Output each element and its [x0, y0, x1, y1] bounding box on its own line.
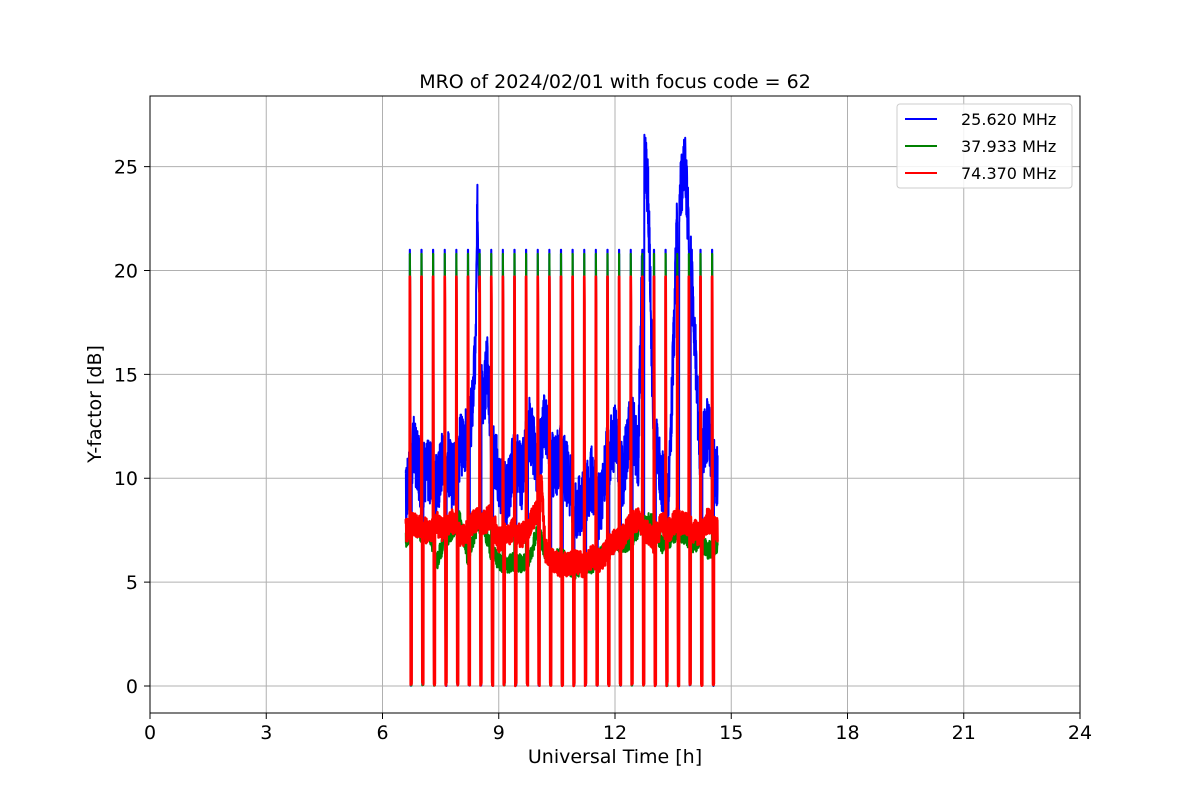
x-tick-label: 21	[952, 722, 976, 744]
plot-data	[404, 133, 719, 688]
y-axis-label: Y-factor [dB]	[84, 345, 106, 464]
y-tick-label: 25	[114, 157, 138, 179]
legend-box	[896, 103, 1073, 189]
y-tick-label: 10	[114, 468, 138, 490]
x-tick-label: 15	[719, 722, 743, 744]
x-axis: 0 3 6 9 12 15 18 21 24	[144, 713, 1092, 744]
x-tick-label: 24	[1068, 722, 1092, 744]
y-tick-label: 20	[114, 261, 138, 283]
x-tick-label: 18	[835, 722, 859, 744]
x-tick-label: 0	[144, 722, 156, 744]
y-axis: 0 5 10 15 20 25	[114, 157, 150, 698]
legend: 25.620 MHz 37.933 MHz 74.370 MHz	[896, 103, 1073, 189]
y-tick-label: 5	[126, 572, 138, 594]
chart-title: MRO of 2024/02/01 with focus code = 62	[419, 71, 811, 93]
x-axis-label: Universal Time [h]	[528, 746, 702, 768]
y-tick-label: 15	[114, 364, 138, 386]
x-tick-label: 9	[493, 722, 505, 744]
x-tick-label: 6	[376, 722, 388, 744]
legend-label: 25.620 MHz	[961, 110, 1056, 129]
y-tick-label: 0	[126, 676, 138, 698]
legend-label: 37.933 MHz	[961, 137, 1056, 156]
legend-label: 74.370 MHz	[961, 164, 1056, 183]
series-line-3	[404, 275, 719, 688]
x-tick-label: 12	[603, 722, 627, 744]
x-tick-label: 3	[260, 722, 272, 744]
